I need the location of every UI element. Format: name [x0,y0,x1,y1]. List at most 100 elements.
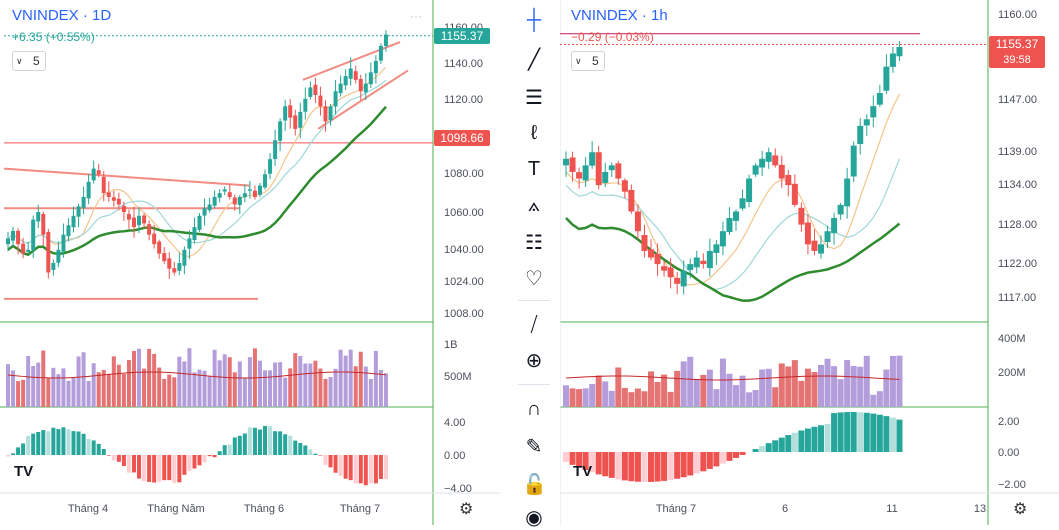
magnet-icon[interactable]: ∩ [526,398,542,420]
candle [870,106,877,118]
volume-bar [700,374,707,407]
eye-icon[interactable]: ◉ [525,507,543,529]
osc-bar [358,455,363,484]
volume-bar [56,374,61,407]
volume-bar [26,356,31,407]
right-interval-dropdown[interactable]: ∨ 5 [571,51,605,71]
osc-bar [76,431,81,455]
volume-bar [563,385,569,407]
price-axis-label: 1120.00 [444,94,483,106]
volume-bar [222,354,227,407]
osc-bar [26,435,31,455]
volume-bar [348,349,353,407]
brush-icon[interactable]: ℓ [530,122,538,144]
volume-bar [212,349,217,407]
right-timeframe: 1h [651,7,668,24]
candle [288,105,293,118]
heart-icon[interactable]: ♡ [525,268,543,290]
volume-bar [889,355,896,407]
candle [621,180,628,192]
osc-bar [857,412,864,452]
price-axis-label: 1134.00 [998,179,1037,191]
osc-bar [308,449,313,455]
osc-bar [378,455,383,480]
candle [654,253,661,265]
volume-bar [680,361,687,407]
right-title-sep: · [641,7,647,24]
osc-bar [81,433,86,455]
candle [876,92,883,105]
volume-bar [772,387,779,407]
osc-bar [217,451,222,455]
candle [91,168,96,181]
ma-mid-line [7,79,387,245]
trend-line-icon[interactable]: ╱ [527,49,541,71]
osc-axis-label: 0.00 [998,447,1019,459]
candle [680,270,687,287]
osc-bar [222,445,227,455]
ellipsis-icon[interactable]: ··· [410,9,422,23]
osc-bar [804,428,811,452]
fib-lines-icon[interactable]: ☰ [525,87,543,109]
channel-line [317,69,409,130]
candle [889,53,896,67]
candle [674,277,681,284]
osc-bar [883,416,890,452]
candle [383,34,388,46]
candle [634,211,641,232]
gear-icon-right[interactable]: ⚙ [1013,501,1028,518]
candle [615,163,622,179]
osc-bar [172,455,177,484]
volume-bar [36,362,41,407]
volume-bar [654,381,661,407]
volume-bar [746,392,753,407]
osc-bar [739,452,746,455]
candle [338,83,343,94]
candle [86,181,91,199]
candle [298,111,303,128]
left-interval-dropdown[interactable]: ∨ 5 [12,51,46,71]
candle [207,204,212,211]
candle [303,98,308,112]
measure-icon[interactable]: ☷ [525,232,543,254]
volume-bar [51,367,56,407]
volume-bar [706,369,713,407]
osc-bar [772,440,779,452]
osc-bar [192,455,197,469]
volume-ma-line [565,375,900,381]
left-title-sep: · [82,7,88,24]
osc-bar [680,452,687,478]
volume-bar [739,375,746,407]
volume-bar [298,355,303,407]
ruler-icon[interactable]: ⧸ [530,314,538,336]
volume-bar [172,377,177,407]
osc-bar [283,434,288,455]
candle [167,258,172,269]
pattern-icon[interactable]: ⟑ [527,194,541,216]
lock-icon[interactable]: 🔓 [522,474,547,496]
volume-bar [101,369,106,407]
candle [46,232,51,273]
volume-bar [824,358,831,407]
text-icon[interactable]: T [527,158,541,180]
candle [131,217,136,228]
price-axis-label: 1122.00 [998,258,1037,270]
left-timeframe: 1D [92,7,112,24]
crosshair-icon[interactable]: ┼ [526,9,542,31]
candle [81,196,86,208]
gear-icon[interactable]: ⚙ [459,501,474,518]
osc-bar [733,452,739,458]
osc-bar [36,431,41,455]
osc-bar [313,453,318,455]
volume-bar [268,370,273,407]
osc-bar [785,435,792,452]
candle [268,159,273,174]
osc-bar [333,455,338,473]
candle [602,171,609,183]
volume-bar [318,368,323,407]
zoom-in-icon[interactable]: ⊕ [525,350,543,372]
lock-draw-icon[interactable]: ✎ [525,436,543,458]
right-interval-value: 5 [592,54,599,68]
candle [363,83,368,93]
